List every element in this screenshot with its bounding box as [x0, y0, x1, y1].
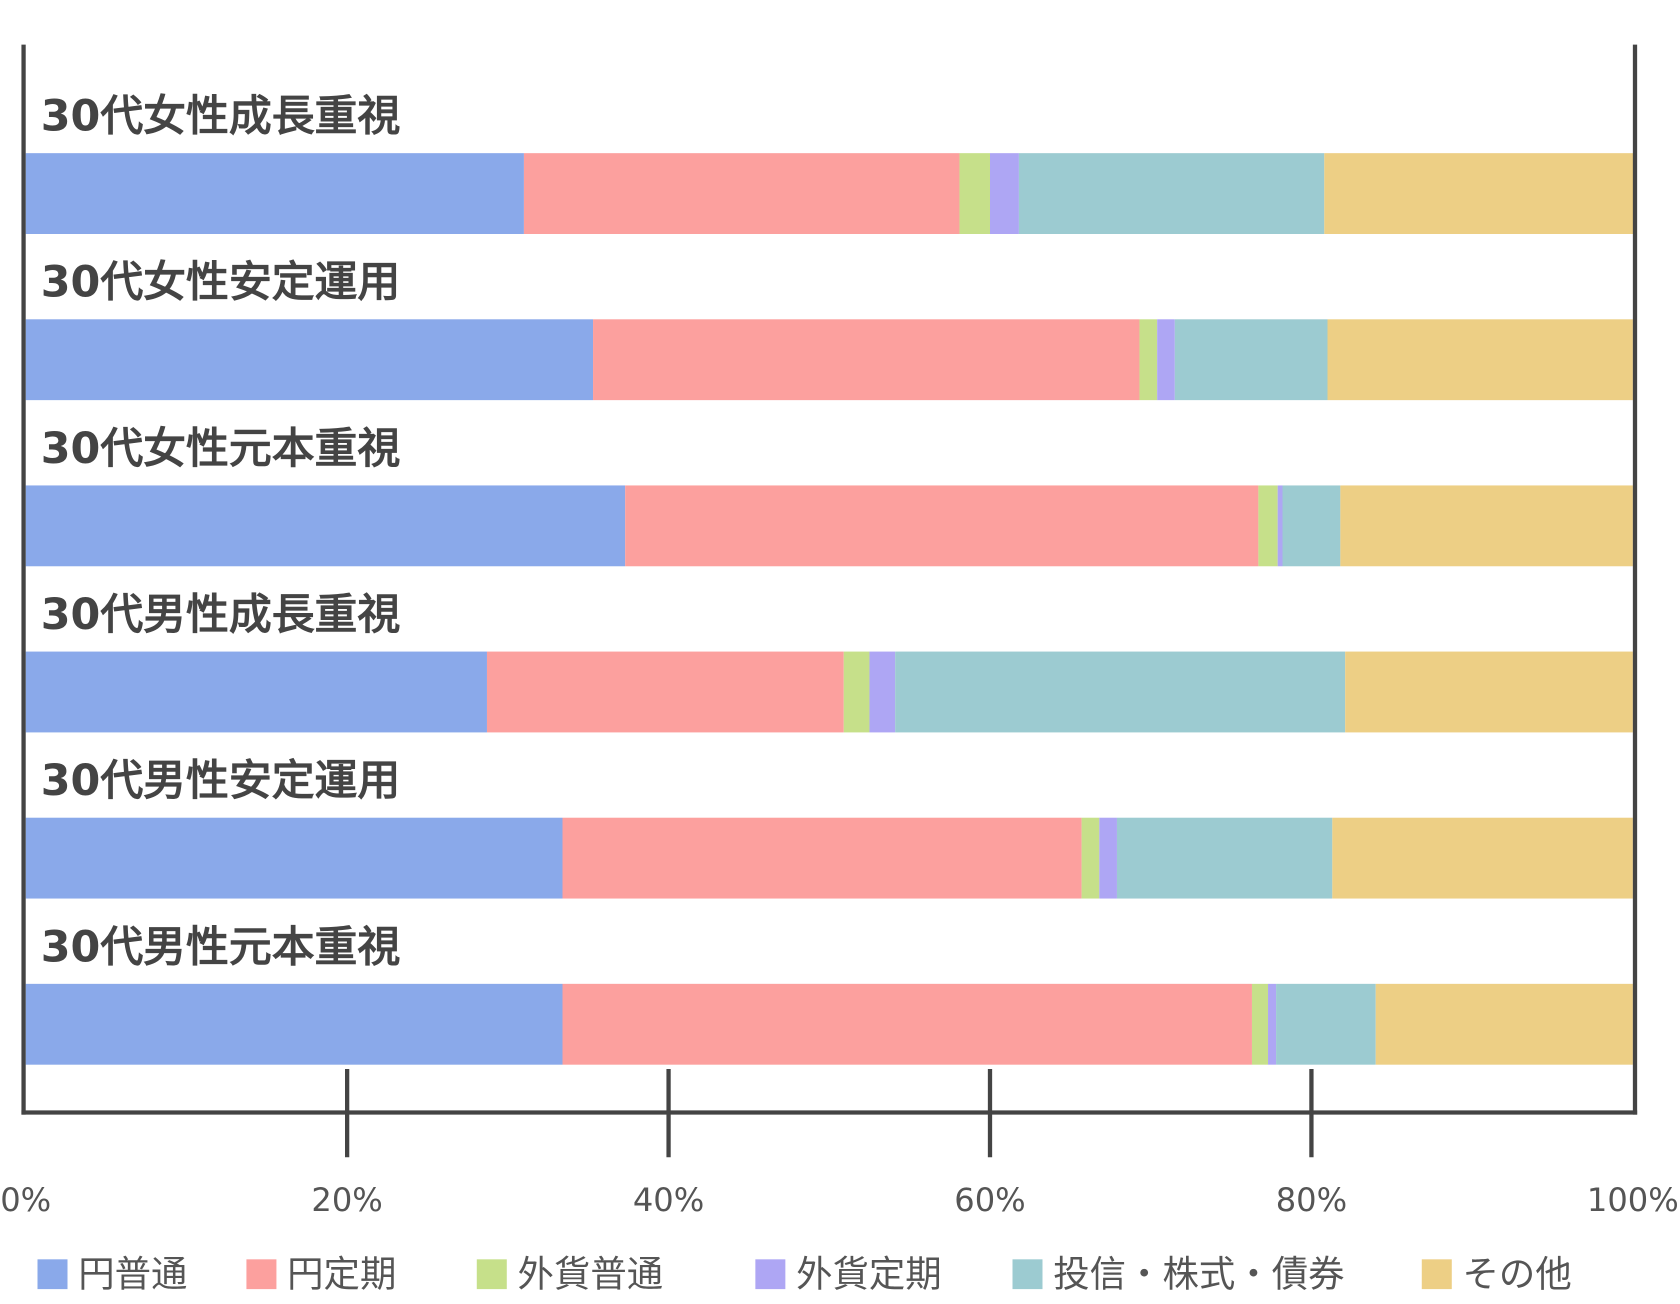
legend-swatch [37, 1259, 68, 1290]
bar-segment [25, 319, 594, 401]
bar-segment [523, 153, 960, 234]
legend-swatch [1012, 1259, 1043, 1290]
bar-segment [486, 651, 844, 733]
bar-segment [1157, 319, 1175, 401]
x-tick-label: 20% [311, 1181, 382, 1219]
bar-segment [1251, 983, 1269, 1065]
bar-segment [843, 651, 870, 733]
bar-segment [25, 817, 563, 899]
bar-segment [1174, 319, 1328, 401]
category-label: 30代男性安定運用 [41, 756, 401, 806]
bar-segment [1116, 817, 1333, 899]
category-label: 30代男性成長重視 [41, 590, 401, 640]
bar-segment [1282, 485, 1341, 567]
x-tick-label: 80% [1276, 1181, 1347, 1219]
bar-segment [1327, 319, 1633, 401]
legend-swatch [476, 1259, 507, 1290]
bar-segment [1375, 983, 1633, 1065]
bar-segment [625, 485, 1259, 567]
bar-segment [1332, 817, 1633, 899]
x-tick-label: 0% [0, 1181, 51, 1219]
bar-segment [990, 153, 1019, 234]
legend-swatch [1421, 1259, 1452, 1290]
bar-segment [1340, 485, 1633, 567]
legend-label: その他 [1463, 1252, 1572, 1295]
x-tick-label: 40% [633, 1181, 704, 1219]
legend-label: 円普通 [78, 1252, 187, 1295]
legend-label: 外貨普通 [518, 1252, 664, 1295]
bar-segment [869, 651, 896, 733]
legend-swatch [755, 1259, 786, 1290]
category-label: 30代男性元本重視 [41, 922, 401, 972]
bar-segment [1081, 817, 1100, 899]
bar-segment [562, 817, 1082, 899]
legend-label: 円定期 [287, 1252, 396, 1295]
bar-segment [25, 651, 487, 733]
bar-segment [562, 983, 1252, 1065]
x-tick-label: 100% [1587, 1181, 1679, 1219]
bar-segment [1099, 817, 1117, 899]
category-label: 30代女性元本重視 [41, 424, 401, 474]
x-tick-label: 60% [954, 1181, 1025, 1219]
category-label: 30代女性安定運用 [41, 258, 401, 308]
bar-segment [1324, 153, 1635, 234]
bar-segment [1139, 319, 1158, 401]
bar-segment [1268, 983, 1277, 1065]
bar-segment [1258, 485, 1278, 567]
legend-label: 投信・株式・債券 [1053, 1252, 1344, 1295]
bar-segment [25, 485, 626, 567]
bar-segment [1277, 485, 1283, 567]
bar-segment [593, 319, 1140, 401]
bar-segment [895, 651, 1346, 733]
bar-segment [1276, 983, 1376, 1065]
legend-label: 外貨定期 [796, 1252, 942, 1295]
bar-segment [1018, 153, 1325, 234]
bar-segment [25, 983, 563, 1065]
bar-segment [1345, 651, 1633, 733]
bar-segment [25, 153, 524, 234]
bar-segment [959, 153, 990, 234]
category-label: 30代女性成長重視 [41, 92, 401, 142]
legend-swatch [246, 1259, 277, 1290]
